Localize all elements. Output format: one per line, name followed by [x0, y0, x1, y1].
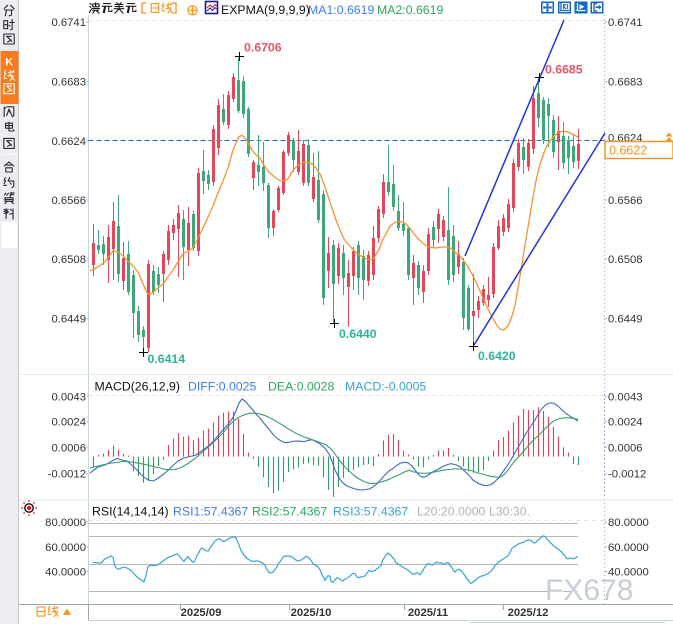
- svg-text:0.6449: 0.6449: [51, 314, 86, 326]
- svg-text:-0.0012: -0.0012: [48, 469, 86, 481]
- svg-text:0.6741: 0.6741: [51, 17, 86, 29]
- svg-text:2025/12: 2025/12: [508, 607, 549, 619]
- svg-text:2025/10: 2025/10: [291, 607, 332, 619]
- svg-text:2025/11: 2025/11: [408, 607, 448, 619]
- svg-text:MA1:0.6619: MA1:0.6619: [308, 3, 374, 17]
- svg-text:0.6566: 0.6566: [51, 195, 86, 207]
- svg-text:RSI1:57.4367: RSI1:57.4367: [173, 505, 248, 519]
- svg-text:0.6685: 0.6685: [545, 63, 583, 77]
- svg-text:K: K: [5, 57, 13, 69]
- svg-text:60.0000: 60.0000: [608, 542, 649, 554]
- svg-text:0.6741: 0.6741: [608, 17, 643, 29]
- svg-text:60.0000: 60.0000: [45, 542, 86, 554]
- svg-text:40.0000: 40.0000: [608, 567, 649, 579]
- svg-text:0.6683: 0.6683: [51, 77, 86, 89]
- svg-text:0.6508: 0.6508: [51, 254, 86, 266]
- svg-text:0.0006: 0.0006: [608, 442, 643, 454]
- svg-text:0.6449: 0.6449: [608, 314, 643, 326]
- svg-text:-0.0012: -0.0012: [608, 469, 646, 481]
- svg-text:0.6683: 0.6683: [608, 77, 643, 89]
- svg-text:RSI(14,14,14): RSI(14,14,14): [92, 505, 169, 519]
- svg-text:0.0043: 0.0043: [51, 391, 86, 403]
- svg-text:FX678: FX678: [545, 574, 633, 607]
- svg-text:40.0000: 40.0000: [45, 567, 86, 579]
- svg-text:0.6420: 0.6420: [478, 349, 516, 363]
- svg-text:EXPMA(9,9,9,9): EXPMA(9,9,9,9): [221, 3, 310, 17]
- svg-text:80.0000: 80.0000: [608, 517, 649, 529]
- svg-text:0.6706: 0.6706: [244, 41, 282, 55]
- svg-text:2025/09: 2025/09: [181, 607, 222, 619]
- svg-text:0.0024: 0.0024: [608, 416, 643, 428]
- svg-text:0.6624: 0.6624: [51, 136, 86, 148]
- svg-text:0.6414: 0.6414: [148, 352, 186, 366]
- svg-text:0.6622: 0.6622: [609, 144, 647, 158]
- svg-text:0.6508: 0.6508: [608, 254, 643, 266]
- svg-text:L30:30.: L30:30.: [489, 505, 530, 519]
- svg-text:MA2:0.6619: MA2:0.6619: [377, 3, 443, 17]
- svg-text:0.6566: 0.6566: [608, 195, 643, 207]
- svg-text:RSI2:57.4367: RSI2:57.4367: [252, 505, 327, 519]
- svg-text:MACD(26,12,9): MACD(26,12,9): [95, 380, 180, 394]
- svg-text:0.0043: 0.0043: [608, 391, 643, 403]
- svg-text:0.6440: 0.6440: [339, 327, 377, 341]
- svg-text:DEA:0.0028: DEA:0.0028: [268, 380, 334, 394]
- svg-text:FX678: FX678: [546, 575, 634, 608]
- svg-text:DIFF:0.0025: DIFF:0.0025: [188, 380, 257, 394]
- svg-text:0.0006: 0.0006: [51, 442, 86, 454]
- svg-text:RSI3:57.4367: RSI3:57.4367: [333, 505, 408, 519]
- svg-text:0.0024: 0.0024: [51, 416, 86, 428]
- svg-text:80.0000: 80.0000: [45, 517, 86, 529]
- svg-text:L20:20.0000: L20:20.0000: [417, 505, 486, 519]
- svg-text:MACD:-0.0005: MACD:-0.0005: [345, 380, 426, 394]
